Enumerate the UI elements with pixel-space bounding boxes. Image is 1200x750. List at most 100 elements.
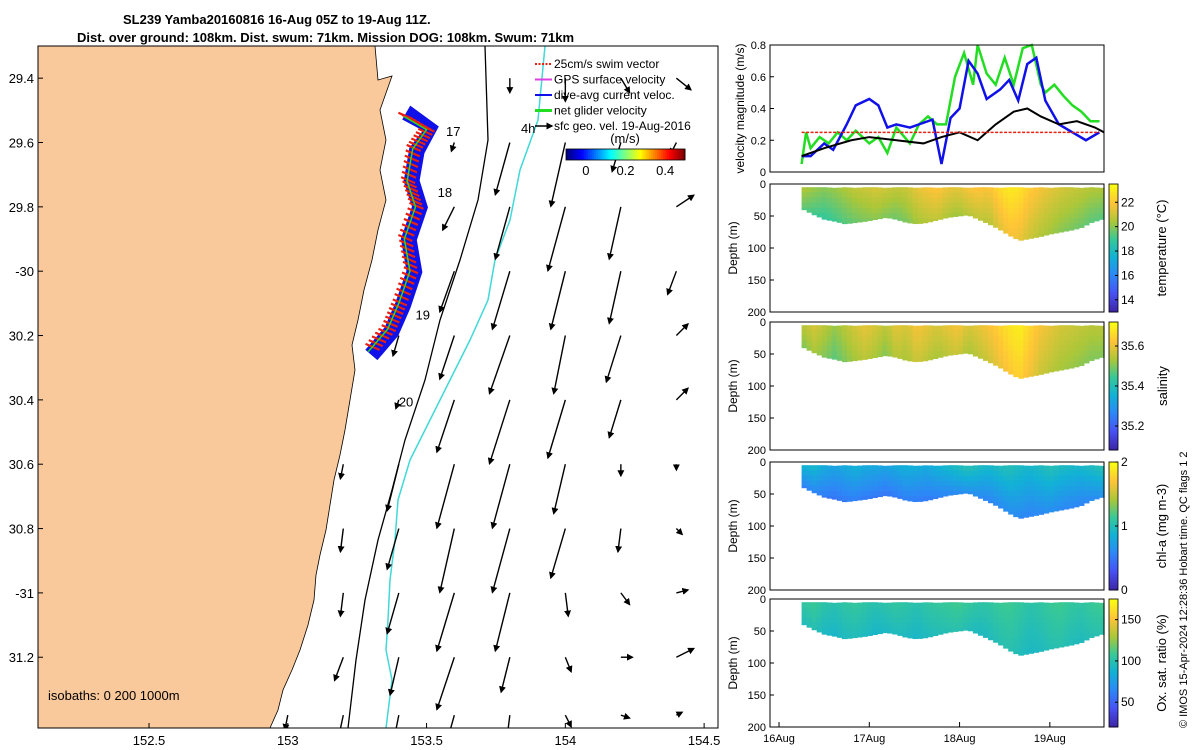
heatmap-cell bbox=[1018, 622, 1024, 629]
heatmap-cell bbox=[1098, 346, 1105, 353]
heatmap-cell bbox=[927, 212, 934, 219]
heatmap-cell bbox=[998, 638, 1004, 645]
heatmap-cell bbox=[1033, 361, 1040, 368]
heatmap-cell bbox=[1063, 355, 1070, 362]
heatmap-cell bbox=[977, 607, 984, 614]
map-y-tick-label: 29.6 bbox=[9, 136, 34, 151]
heatmap-cell bbox=[872, 632, 878, 636]
colorbar-cell bbox=[637, 149, 640, 160]
heatmap-cell bbox=[917, 213, 924, 219]
colorbar-cell bbox=[659, 149, 662, 160]
heatmap-cell bbox=[841, 638, 848, 640]
heatmap-cell bbox=[851, 607, 858, 614]
heatmap-cell bbox=[857, 491, 863, 497]
heatmap-cell bbox=[947, 340, 954, 347]
colorbar-cell bbox=[657, 149, 660, 160]
heatmap-cell bbox=[998, 618, 1004, 624]
heatmap-cell bbox=[867, 202, 873, 209]
heatmap-cell bbox=[1063, 485, 1070, 492]
heatmap-cell bbox=[831, 496, 838, 500]
heatmap-cell bbox=[947, 345, 954, 352]
geo-vector bbox=[282, 714, 290, 728]
heatmap-cell bbox=[887, 325, 893, 332]
colorbar-cell bbox=[1109, 528, 1118, 532]
heatmap-cell bbox=[862, 475, 868, 482]
depth-tick-label: 0 bbox=[760, 594, 766, 606]
depth-tick-label: 100 bbox=[748, 658, 766, 670]
heatmap-cell bbox=[962, 203, 969, 209]
heatmap-cell bbox=[831, 330, 838, 337]
heatmap-cell bbox=[867, 330, 873, 337]
heatmap-cell bbox=[932, 618, 939, 624]
heatmap-cell bbox=[1028, 187, 1035, 194]
heatmap-cell bbox=[1048, 198, 1055, 204]
heatmap-cell bbox=[821, 485, 828, 492]
colorbar-label: temperature (°C) bbox=[1154, 200, 1169, 297]
heatmap-cell bbox=[993, 612, 999, 619]
heatmap-cell bbox=[867, 490, 873, 497]
heatmap-cell bbox=[826, 491, 833, 497]
heatmap-cell bbox=[1013, 638, 1019, 644]
heatmap-cell bbox=[1043, 486, 1050, 492]
day-label: 19 bbox=[415, 307, 429, 322]
heatmap-cell bbox=[988, 356, 994, 362]
heatmap-cell bbox=[902, 465, 909, 471]
heatmap-cell bbox=[972, 207, 979, 214]
heatmap-cell bbox=[841, 223, 848, 225]
heatmap-cell bbox=[1058, 197, 1065, 204]
heatmap-cell bbox=[947, 212, 954, 218]
heatmap-cell bbox=[1083, 207, 1090, 214]
heatmap-cell bbox=[816, 617, 823, 624]
colorbar-cell bbox=[587, 149, 591, 160]
heatmap-cell bbox=[877, 612, 883, 619]
heatmap-cell bbox=[1038, 490, 1045, 497]
heatmap-cell bbox=[1098, 491, 1105, 498]
heatmap-cell bbox=[912, 213, 919, 220]
heatmap-cell bbox=[1068, 223, 1075, 229]
heatmap-cell bbox=[917, 628, 924, 634]
heatmap-cell bbox=[892, 187, 898, 194]
heatmap-cell bbox=[1083, 325, 1090, 332]
heatmap-cell bbox=[1048, 470, 1055, 477]
colorbar-tick-label: 0 bbox=[582, 163, 589, 178]
heatmap-cell bbox=[998, 325, 1004, 332]
heatmap-cell bbox=[912, 618, 919, 624]
heatmap-cell bbox=[826, 351, 833, 357]
heatmap-cell bbox=[1038, 622, 1045, 629]
heatmap-cell bbox=[1088, 187, 1095, 193]
geo-vector bbox=[337, 592, 345, 618]
heatmap-cell bbox=[1063, 217, 1070, 224]
heatmap-cell bbox=[1013, 511, 1019, 517]
heatmap-cell bbox=[932, 208, 939, 214]
heatmap-cell bbox=[831, 465, 838, 472]
heatmap-cell bbox=[877, 197, 883, 204]
heatmap-cell bbox=[867, 212, 873, 219]
heatmap-cell bbox=[877, 470, 883, 477]
heatmap-cell bbox=[1018, 233, 1024, 240]
heatmap-cell bbox=[1043, 330, 1050, 337]
heatmap-cell bbox=[1033, 335, 1040, 342]
heatmap-cell bbox=[917, 330, 924, 337]
heatmap-cell bbox=[957, 612, 964, 619]
heatmap-cell bbox=[932, 203, 939, 209]
heatmap-cell bbox=[1028, 203, 1035, 209]
heatmap-cell bbox=[1058, 475, 1065, 482]
heatmap-cell bbox=[977, 345, 984, 352]
heatmap-cell bbox=[1053, 207, 1060, 214]
heatmap-cell bbox=[862, 632, 868, 637]
heatmap-cell bbox=[826, 213, 833, 219]
geo-vector bbox=[564, 592, 572, 618]
time-tick-label: 16Aug bbox=[763, 733, 795, 745]
colorbar-cell bbox=[643, 149, 646, 160]
heatmap-cell bbox=[1083, 192, 1090, 199]
heatmap-cell bbox=[846, 207, 853, 214]
heatmap-cell bbox=[1023, 470, 1029, 477]
heatmap-cell bbox=[1038, 335, 1045, 342]
heatmap-cell bbox=[851, 213, 858, 220]
heatmap-cell bbox=[851, 491, 858, 498]
heatmap-cell bbox=[952, 602, 959, 608]
heatmap-cell bbox=[927, 485, 934, 492]
heatmap-cell bbox=[846, 325, 853, 332]
heatmap-cell bbox=[917, 623, 924, 629]
heatmap-cell bbox=[1013, 238, 1019, 240]
